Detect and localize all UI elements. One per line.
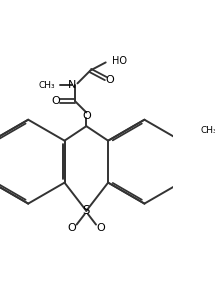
- Text: N: N: [68, 80, 76, 90]
- Text: O: O: [82, 111, 91, 121]
- Text: O: O: [51, 96, 60, 106]
- Text: HO: HO: [112, 56, 127, 66]
- Text: CH₃: CH₃: [38, 81, 55, 90]
- Text: S: S: [83, 204, 90, 217]
- Text: O: O: [97, 223, 105, 233]
- Text: O: O: [68, 223, 76, 233]
- Text: O: O: [105, 75, 114, 85]
- Text: CH₃: CH₃: [200, 127, 215, 135]
